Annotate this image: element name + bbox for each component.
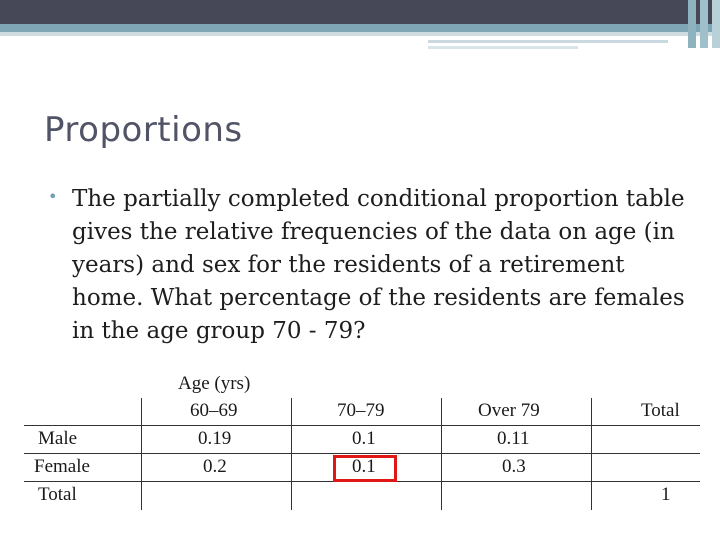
table-cell: 1 <box>661 484 671 505</box>
table-rule <box>24 481 700 482</box>
row-label: Female <box>34 456 90 477</box>
table-divider <box>141 398 142 510</box>
decorative-rule-short <box>428 46 578 49</box>
table-cell: 0.1 <box>352 428 376 449</box>
table-cell: 0.19 <box>198 428 232 449</box>
table-divider <box>441 398 442 510</box>
table-group-header: Age (yrs) <box>178 373 251 394</box>
top-accent-stripe <box>0 24 720 32</box>
table-divider <box>291 398 292 510</box>
decorative-rule <box>428 40 668 43</box>
column-header: 70–79 <box>337 400 385 421</box>
table-cell: 0.2 <box>203 456 227 477</box>
column-header: Total <box>641 400 680 421</box>
table-cell-highlighted: 0.1 <box>352 456 376 477</box>
highlight-box <box>333 455 397 482</box>
table-cell: 0.3 <box>502 456 526 477</box>
top-banner <box>0 0 720 24</box>
table-cell: 0.11 <box>497 428 530 449</box>
corner-decoration <box>688 0 720 48</box>
top-light-stripe <box>0 32 720 36</box>
bullet-text: The partially completed conditional prop… <box>72 186 685 344</box>
row-label: Total <box>38 484 77 505</box>
table-divider <box>591 398 592 510</box>
slide-title: Proportions <box>44 110 243 150</box>
bullet-icon: • <box>48 187 58 206</box>
table-rule <box>24 453 700 454</box>
column-header: Over 79 <box>478 400 540 421</box>
bullet-item: • The partially completed conditional pr… <box>48 183 688 348</box>
column-header: 60–69 <box>190 400 238 421</box>
table-rule <box>24 425 700 426</box>
row-label: Male <box>38 428 78 449</box>
